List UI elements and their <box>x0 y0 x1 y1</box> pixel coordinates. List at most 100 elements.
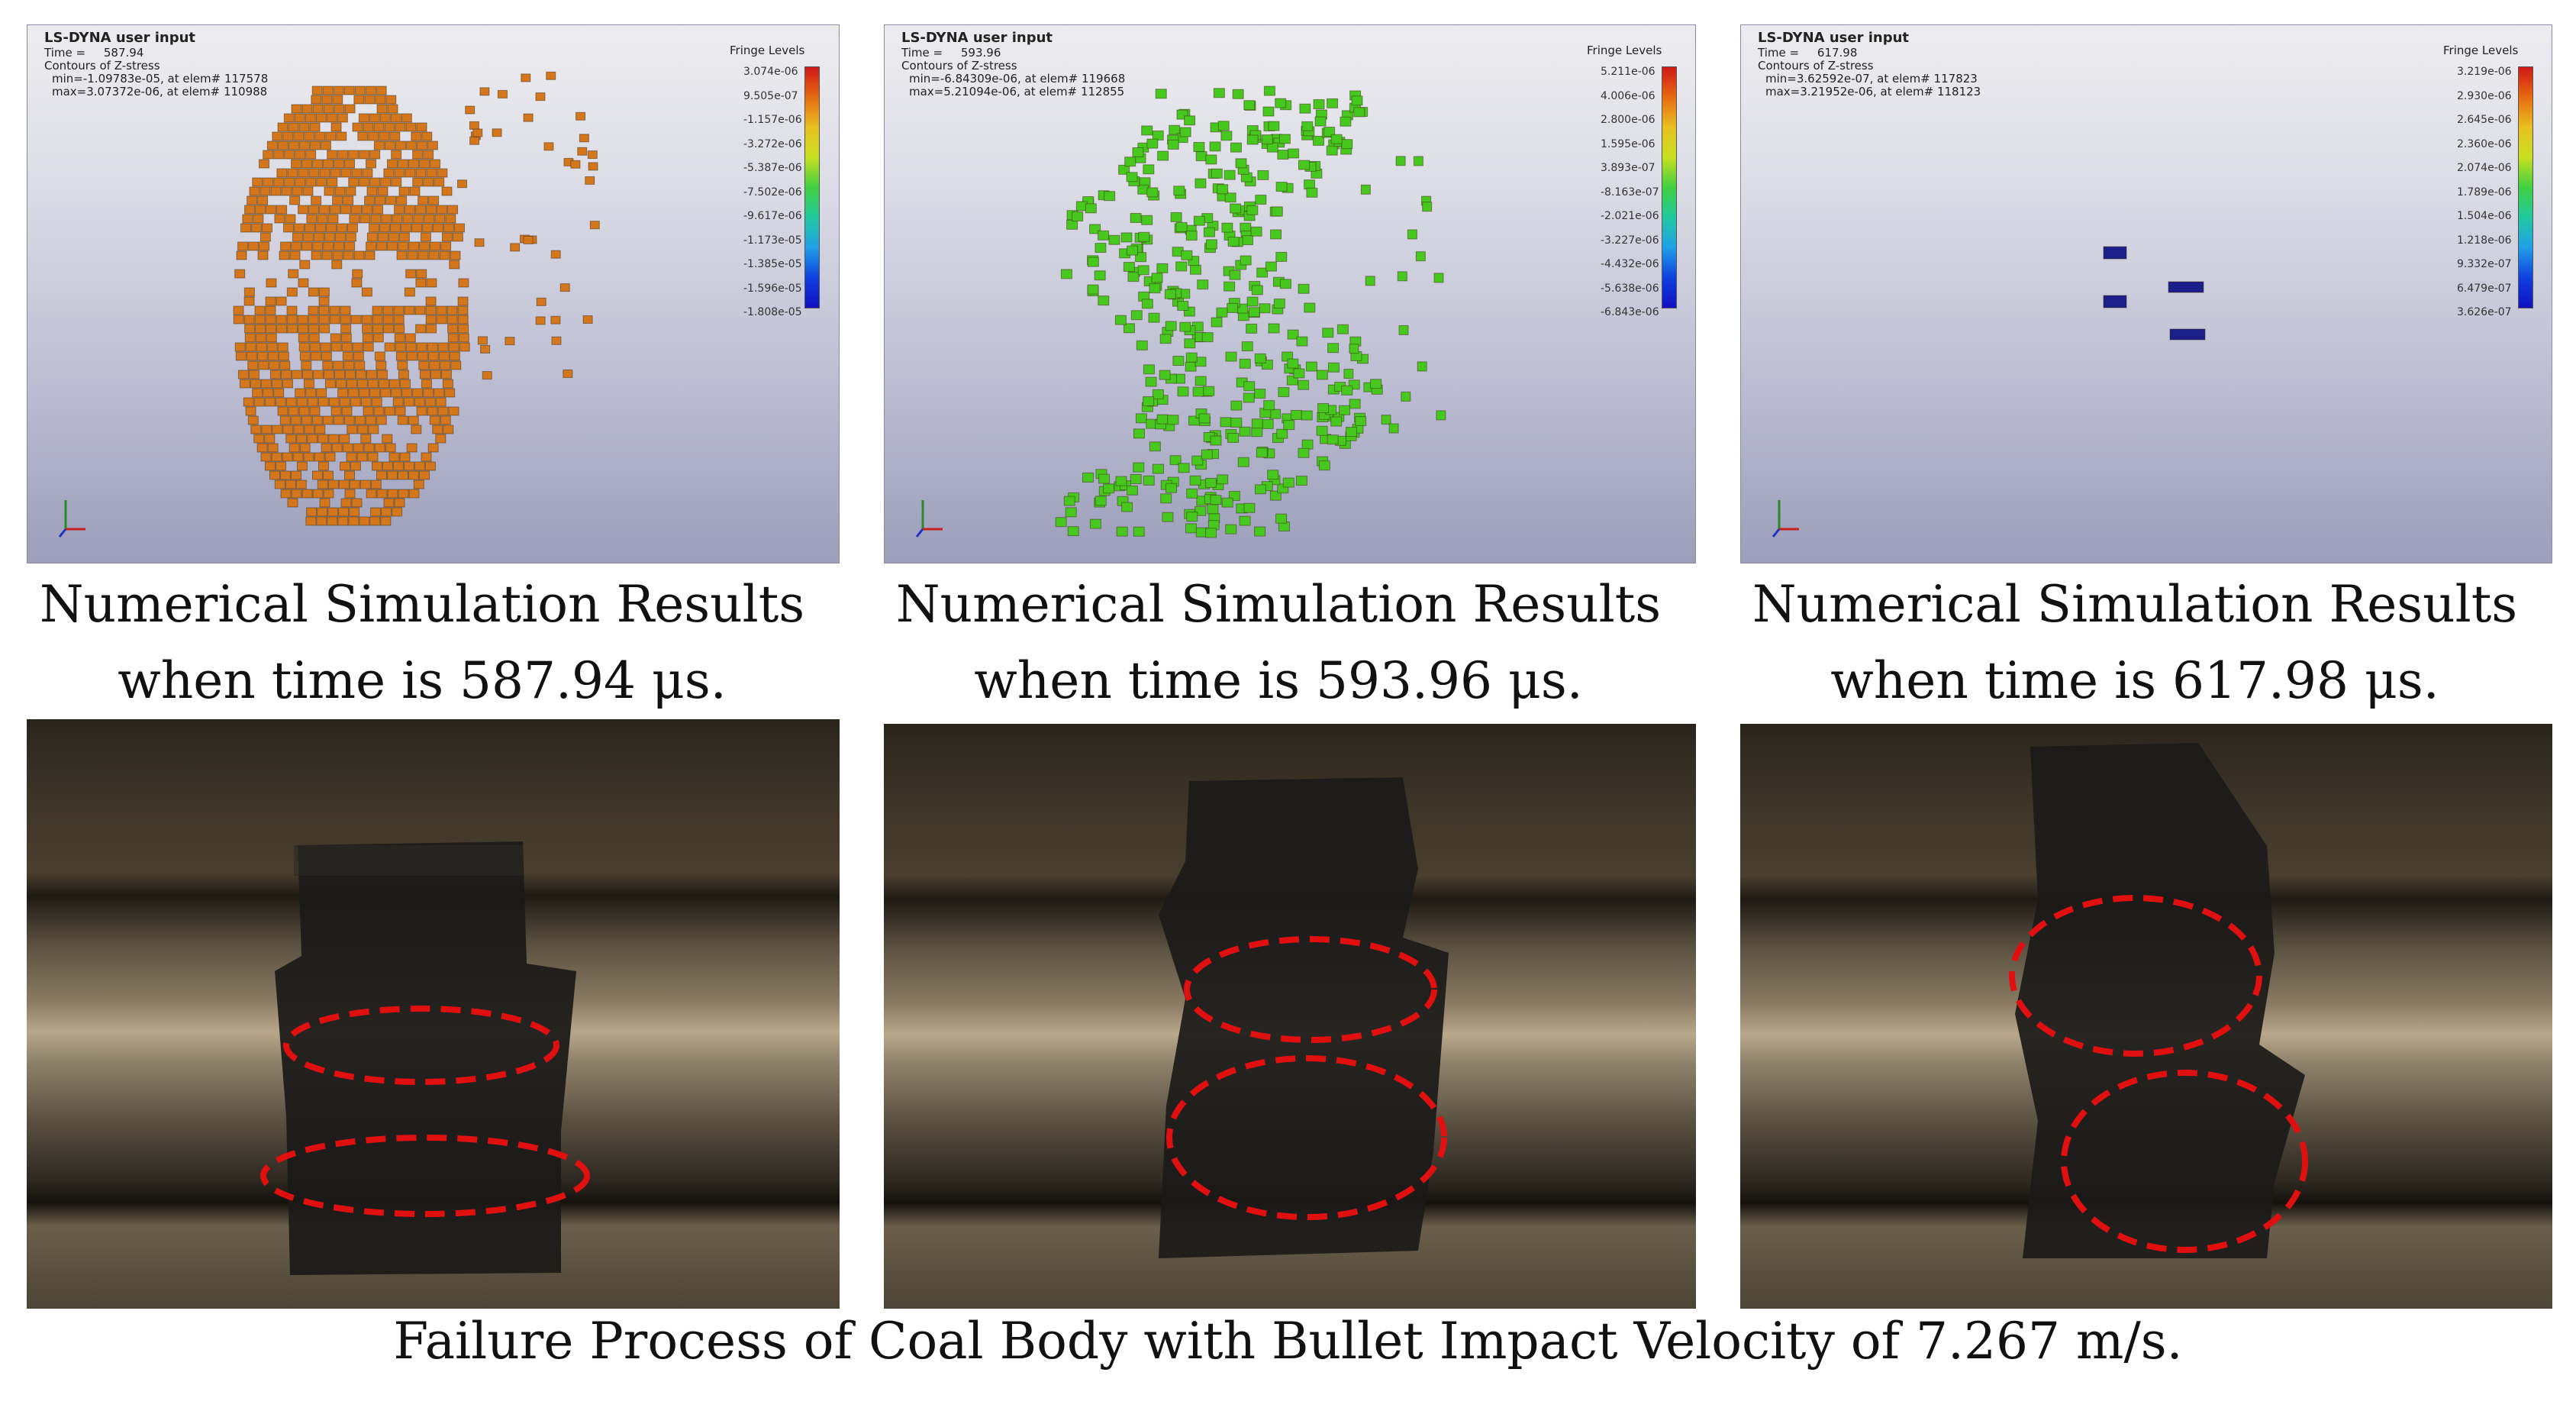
mesh-element <box>315 113 327 123</box>
mesh-element <box>1287 329 1299 340</box>
mesh-element <box>382 434 393 444</box>
mesh-element <box>366 159 377 169</box>
mesh-element <box>345 232 356 242</box>
mesh-element <box>424 461 436 471</box>
mesh-element <box>269 360 280 370</box>
mesh-element <box>355 370 366 379</box>
mesh-element <box>318 461 329 471</box>
coal-model-elements <box>1055 86 1446 538</box>
mesh-element <box>382 461 393 471</box>
mesh-element <box>254 315 266 324</box>
mesh-element <box>459 342 470 352</box>
mesh-element <box>1407 229 1417 240</box>
mesh-element <box>340 305 351 315</box>
legend-labels: 3.219e-06 2.930e-06 2.645e-06 2.360e-06 2.07… <box>2457 66 2512 331</box>
mesh-element <box>384 122 395 132</box>
mesh-element <box>1124 157 1136 167</box>
mesh-element <box>273 177 285 187</box>
mesh-element <box>1262 106 1275 117</box>
mesh-element <box>349 214 360 224</box>
mesh-element <box>306 214 318 224</box>
mesh-element <box>1189 475 1201 486</box>
mesh-element <box>337 150 349 160</box>
mesh-element <box>366 241 377 251</box>
mesh-element <box>332 195 343 205</box>
mesh-element <box>303 452 314 462</box>
mesh-element <box>274 214 285 224</box>
mesh-element <box>277 122 289 132</box>
mesh-element <box>317 214 328 224</box>
mesh-element <box>418 195 429 205</box>
mesh-element <box>359 177 370 187</box>
mesh-element <box>421 131 433 141</box>
figure-caption: Failure Process of Coal Body with Bullet… <box>393 1312 2183 1371</box>
mesh-element <box>298 406 310 416</box>
mesh-element <box>245 342 256 352</box>
mesh-element <box>295 177 306 187</box>
mesh-element <box>414 461 425 471</box>
mesh-element <box>563 369 573 378</box>
mesh-element <box>1132 147 1144 157</box>
mesh-element <box>1210 495 1222 505</box>
crack-region-ellipse <box>1184 936 1437 1043</box>
mesh-element <box>1160 493 1172 504</box>
mesh-element <box>1239 426 1251 437</box>
mesh-element <box>579 134 589 143</box>
mesh-element <box>307 397 318 407</box>
mesh-element <box>585 176 595 185</box>
mesh-element <box>368 131 379 141</box>
mesh-element <box>330 122 342 132</box>
mesh-element <box>1422 202 1433 212</box>
mesh-element <box>352 122 363 132</box>
mesh-element <box>447 205 459 215</box>
mesh-element <box>430 370 441 379</box>
mesh-element <box>363 406 374 416</box>
mesh-element <box>317 507 328 517</box>
mesh-element <box>1322 328 1334 338</box>
mesh-element <box>295 479 307 489</box>
mesh-element <box>259 159 270 169</box>
mesh-element <box>577 147 588 156</box>
mesh-element <box>344 241 356 251</box>
mesh-element <box>369 388 381 398</box>
mesh-element <box>333 360 344 370</box>
mesh-element <box>340 205 352 215</box>
mesh-element <box>350 397 361 407</box>
mesh-element <box>427 443 439 453</box>
mesh-element <box>443 223 454 233</box>
mesh-element <box>1165 321 1177 331</box>
mesh-element <box>1349 344 1359 354</box>
legend-value: -7.502e-06 <box>743 186 802 199</box>
mesh-element <box>345 186 356 196</box>
mesh-element <box>385 443 396 453</box>
mesh-element <box>1167 415 1179 425</box>
mesh-element <box>329 315 340 324</box>
mesh-element <box>1098 295 1110 306</box>
mesh-element <box>260 186 271 196</box>
mesh-element <box>376 489 388 499</box>
mesh-element <box>234 342 246 352</box>
mesh-element <box>1121 502 1133 512</box>
mesh-element <box>374 443 385 453</box>
mesh-element <box>1241 341 1253 352</box>
mesh-element <box>308 324 320 334</box>
mesh-element <box>304 223 315 233</box>
mesh-element <box>398 370 409 379</box>
mesh-element <box>2168 281 2204 293</box>
mesh-element <box>1211 317 1223 328</box>
mesh-element <box>390 113 401 123</box>
mesh-element <box>589 221 600 230</box>
mesh-element <box>510 243 521 252</box>
coal-specimen-photo <box>2009 743 2308 1258</box>
mesh-element <box>1104 191 1116 202</box>
mesh-element <box>416 122 427 132</box>
mesh-element <box>367 452 379 462</box>
mesh-element <box>334 370 345 379</box>
mesh-element <box>288 406 299 416</box>
mesh-element <box>386 470 398 480</box>
mesh-element <box>477 336 488 345</box>
mesh-element <box>1224 170 1236 180</box>
mesh-element <box>1351 95 1363 106</box>
legend-value: -1.596e-05 <box>743 282 802 295</box>
mesh-element <box>1327 362 1340 373</box>
